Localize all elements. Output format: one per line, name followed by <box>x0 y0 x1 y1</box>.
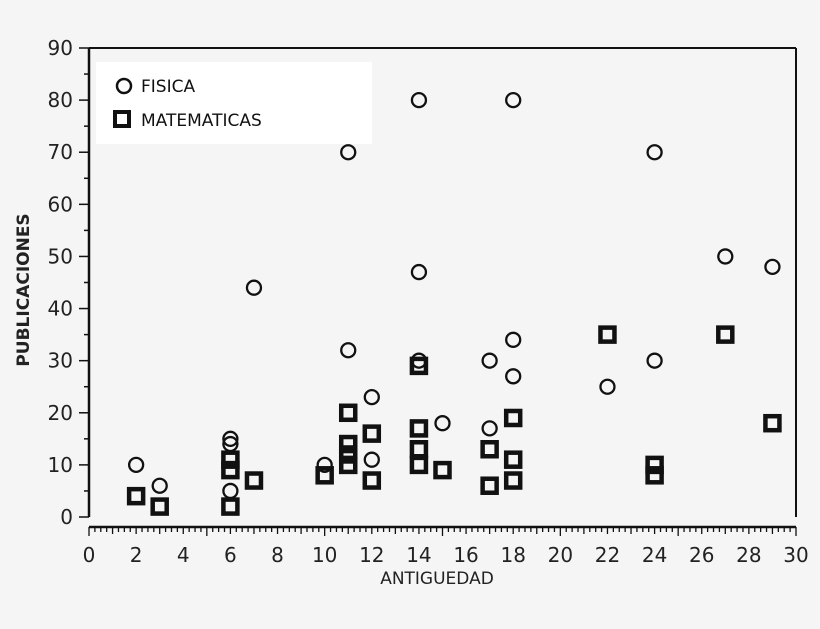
legend-label-matematicas: MATEMATICAS <box>141 111 262 131</box>
matematicas-point <box>126 486 146 506</box>
matematicas-point <box>338 445 358 464</box>
matematicas-point <box>409 455 429 475</box>
matematicas-point <box>598 325 617 344</box>
x-axis-title: ANTIGUEDAD <box>380 569 494 589</box>
x-tick-label: 4 <box>177 543 190 567</box>
matematicas-point <box>362 424 382 443</box>
matematicas-point <box>480 476 499 495</box>
fisica-point <box>481 352 498 369</box>
matematicas-point <box>409 419 429 438</box>
legend-circle-icon <box>115 77 133 95</box>
fisica-point <box>764 258 781 276</box>
matematicas-point <box>480 440 499 459</box>
matematicas-point <box>315 466 334 485</box>
legend-label-fisica: FISICA <box>141 77 195 97</box>
fisica-point <box>410 263 428 281</box>
x-tick-label: 6 <box>224 543 237 567</box>
matematicas-point <box>338 455 358 475</box>
y-tick-label: 0 <box>60 505 73 529</box>
matematicas-point <box>503 450 523 469</box>
fisica-point <box>599 378 616 395</box>
y-axis-title: PUBLICACIONES <box>14 213 34 366</box>
x-tick-label: 8 <box>271 543 284 567</box>
legend-square-icon <box>113 110 131 128</box>
x-tick-label: 22 <box>595 543 620 567</box>
matematicas-point <box>150 497 169 516</box>
y-tick-label: 50 <box>48 244 73 268</box>
fisica-point <box>505 331 522 348</box>
matematicas-point <box>763 413 782 433</box>
x-tick-label: 14 <box>406 543 431 567</box>
matematicas-point <box>244 471 264 490</box>
matematicas-point <box>503 408 523 428</box>
x-tick-label: 10 <box>312 543 337 567</box>
fisica-point <box>151 477 168 494</box>
matematicas-point <box>221 460 240 480</box>
fisica-point <box>245 279 263 296</box>
x-tick-label: 2 <box>130 543 143 567</box>
x-tick-label: 18 <box>500 543 525 567</box>
fisica-point <box>222 482 239 500</box>
matematicas-point <box>362 471 382 490</box>
y-tick-label: 80 <box>48 88 73 112</box>
matematicas-point <box>433 460 452 480</box>
fisica-point <box>340 342 357 359</box>
fisica-point <box>316 456 333 474</box>
fisica-point <box>434 415 451 432</box>
matematicas-point <box>409 440 429 459</box>
matematicas-point <box>645 455 664 475</box>
y-tick-label: 70 <box>48 140 73 164</box>
y-tick-label: 40 <box>48 297 73 321</box>
fisica-point <box>481 420 498 437</box>
fisica-point <box>505 368 522 385</box>
fisica-point <box>646 144 663 161</box>
matematicas-point <box>645 466 664 485</box>
legend: FISICA MATEMATICAS <box>96 62 372 144</box>
matematicas-point <box>221 450 240 469</box>
y-tick-label: 10 <box>48 453 73 477</box>
fisica-point <box>363 388 380 406</box>
x-tick-label: 28 <box>736 543 761 567</box>
y-tick-label: 30 <box>48 349 73 373</box>
x-tick-label: 16 <box>453 543 478 567</box>
axes: 0 2 4 6 8 10 12 14 16 18 20 22 24 26 28 300102030405060… <box>48 36 809 567</box>
matematicas-point <box>338 434 358 454</box>
matematicas-point <box>409 356 429 376</box>
data-points <box>126 91 782 516</box>
matematicas-point <box>221 497 240 516</box>
fisica-point <box>222 430 239 447</box>
matematicas-point <box>716 325 735 344</box>
fisica-point <box>363 451 380 468</box>
x-tick-label: 30 <box>783 543 808 567</box>
y-tick-label: 60 <box>48 192 73 216</box>
fisica-point <box>717 248 734 265</box>
x-tick-label: 26 <box>689 543 714 567</box>
fisica-point <box>127 456 145 474</box>
x-tick-label: 20 <box>548 543 573 567</box>
y-tick-label: 20 <box>48 401 73 425</box>
x-tick-label: 0 <box>83 543 96 567</box>
fisica-point <box>410 91 428 109</box>
legend-box <box>96 62 372 144</box>
fisica-point <box>646 352 663 369</box>
matematicas-point <box>338 403 358 423</box>
fisica-point <box>340 144 357 161</box>
x-tick-label: 12 <box>359 543 384 567</box>
fisica-point <box>505 91 522 109</box>
y-tick-label: 90 <box>48 36 73 60</box>
x-tick-label: 24 <box>642 543 667 567</box>
matematicas-point <box>503 471 523 490</box>
